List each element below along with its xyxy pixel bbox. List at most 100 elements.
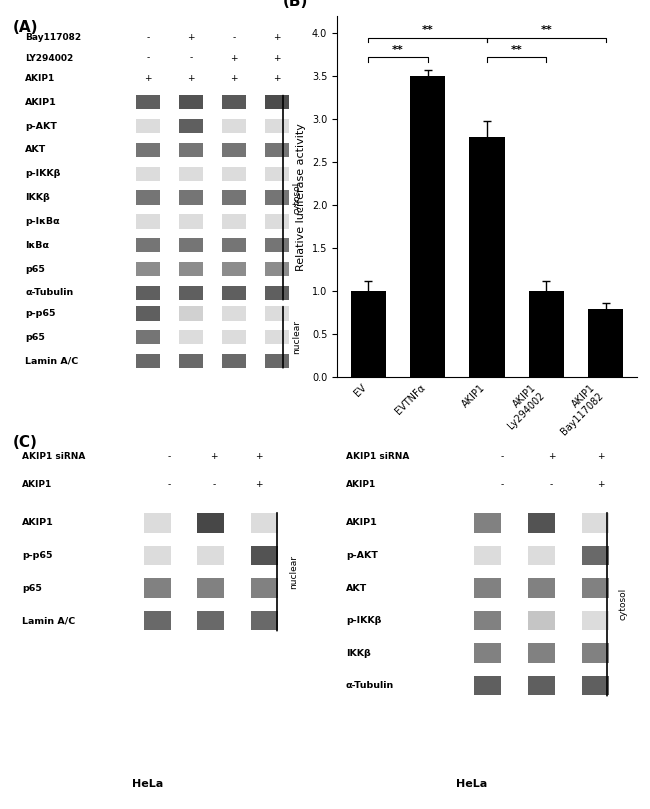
Y-axis label: Relative luciferase activity: Relative luciferase activity [296,123,306,271]
Bar [473,611,500,630]
Bar [265,214,289,229]
Text: -: - [189,53,192,62]
Text: p-p65: p-p65 [25,309,55,318]
Bar [582,611,608,630]
Text: -: - [146,53,150,62]
Text: p-IKKβ: p-IKKβ [25,169,60,178]
Bar [179,214,203,229]
Bar [582,546,608,565]
Bar [265,95,289,109]
Text: -: - [146,33,150,42]
Bar [473,546,500,565]
Text: -: - [500,480,504,489]
Bar [473,513,500,533]
Text: (A): (A) [13,19,38,35]
Text: cytosol: cytosol [292,181,301,214]
Bar [198,578,224,598]
Text: p-AKT: p-AKT [346,551,378,560]
Bar [265,143,289,157]
Bar [179,95,203,109]
Bar [222,167,246,181]
Bar [198,611,224,630]
Bar [222,238,246,252]
Text: Lamin A/C: Lamin A/C [22,616,75,625]
Text: p-p65: p-p65 [22,551,53,560]
Bar [179,354,203,368]
Text: AKT: AKT [25,146,46,155]
Bar [179,190,203,205]
Bar [528,513,554,533]
Text: Lamin A/C: Lamin A/C [25,357,78,366]
Bar [222,307,246,320]
Text: p65: p65 [22,583,42,592]
Bar [473,676,500,695]
Text: p65: p65 [25,332,45,341]
Bar [136,238,160,252]
Text: AKIP1: AKIP1 [346,480,376,489]
Text: +: + [187,33,195,42]
Bar [252,546,278,565]
Bar [144,611,170,630]
Bar [528,546,554,565]
Bar [136,143,160,157]
Text: +: + [230,53,238,62]
Bar [222,119,246,133]
Text: cytosol: cytosol [619,588,628,621]
Bar [265,354,289,368]
Bar [179,286,203,300]
Text: nuclear: nuclear [289,555,298,589]
Text: +: + [273,74,281,83]
Text: p-IκBα: p-IκBα [25,217,60,226]
Bar [222,143,246,157]
Text: **: ** [511,44,523,55]
Bar [179,238,203,252]
Bar [582,643,608,663]
Text: LY294002: LY294002 [25,53,73,62]
Text: AKIP1: AKIP1 [22,519,54,527]
Bar [265,262,289,277]
Text: -: - [213,480,216,489]
Text: +: + [273,33,281,42]
Text: AKIP1: AKIP1 [25,98,57,107]
Bar [582,513,608,533]
Text: Bay117082: Bay117082 [25,33,81,42]
Bar [528,611,554,630]
Bar [179,307,203,320]
Bar [144,578,170,598]
Bar [528,291,564,378]
Text: (C): (C) [13,435,38,450]
Bar [265,238,289,252]
Text: **: ** [392,44,404,55]
Text: AKIP1 siRNA: AKIP1 siRNA [346,452,410,461]
Bar [473,643,500,663]
Bar [265,119,289,133]
Text: (B): (B) [283,0,308,9]
Text: AKT: AKT [346,583,367,592]
Text: **: ** [540,25,552,35]
Text: -: - [500,452,504,461]
Bar [350,291,386,378]
Bar [179,330,203,345]
Bar [179,262,203,277]
Text: AKIP1: AKIP1 [25,74,55,83]
Bar [198,546,224,565]
Text: HeLa: HeLa [456,779,488,790]
Text: p-IKKβ: p-IKKβ [346,616,382,625]
Text: IKKβ: IKKβ [346,649,370,658]
Text: -: - [168,452,170,461]
Text: HeLa: HeLa [133,779,164,790]
Text: p65: p65 [25,265,45,273]
Text: +: + [597,452,604,461]
Bar [179,119,203,133]
Bar [136,167,160,181]
Bar [528,643,554,663]
Bar [136,214,160,229]
Bar [136,330,160,345]
Text: AKIP1 siRNA: AKIP1 siRNA [22,452,85,461]
Text: α-Tubulin: α-Tubulin [346,681,395,690]
Bar [222,214,246,229]
Text: +: + [187,74,195,83]
Bar [222,262,246,277]
Bar [469,137,505,378]
Text: +: + [210,452,218,461]
